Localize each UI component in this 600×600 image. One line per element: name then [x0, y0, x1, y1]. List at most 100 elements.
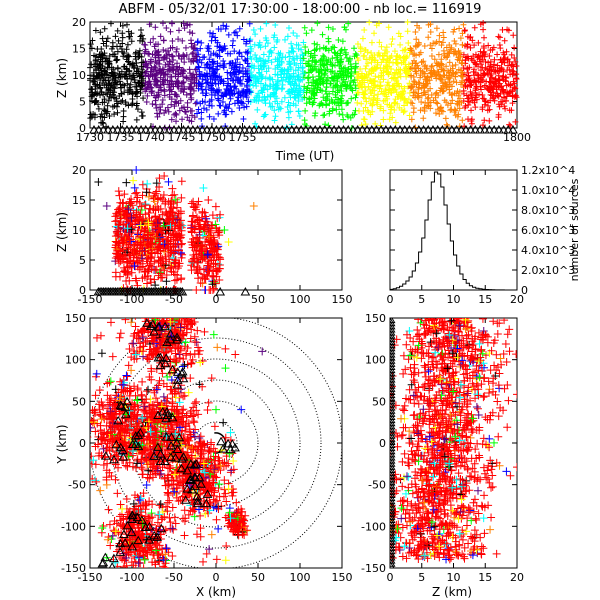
source-mark	[151, 43, 158, 50]
source-mark	[503, 48, 510, 55]
source-mark	[251, 96, 258, 103]
source-mark	[160, 76, 167, 83]
source-mark	[239, 64, 246, 71]
source-mark	[125, 102, 132, 109]
source-mark	[268, 59, 275, 66]
source-mark	[494, 51, 501, 58]
source-mark	[104, 35, 111, 42]
source-mark	[341, 46, 348, 53]
source-mark	[320, 112, 327, 119]
source-mark	[369, 54, 376, 61]
source-mark	[428, 52, 435, 59]
source-mark	[286, 58, 293, 65]
x-tick-label: 1750	[198, 131, 226, 144]
source-mark	[397, 73, 404, 80]
source-mark	[89, 92, 96, 99]
source-mark	[373, 22, 380, 29]
source-mark	[204, 398, 213, 407]
source-mark	[138, 109, 145, 116]
source-mark	[491, 97, 498, 104]
source-mark	[207, 29, 214, 36]
source-mark	[199, 184, 208, 192]
source-mark	[286, 53, 293, 60]
source-mark	[432, 110, 439, 117]
source-mark	[322, 88, 329, 95]
source-mark	[310, 54, 317, 61]
source-mark	[172, 98, 179, 105]
source-mark	[486, 67, 493, 74]
source-mark	[171, 306, 179, 314]
y-tick-label: -100	[61, 520, 86, 533]
source-mark	[190, 399, 199, 408]
source-mark	[272, 113, 279, 120]
source-mark	[472, 104, 479, 111]
source-mark	[128, 38, 135, 45]
source-mark	[206, 56, 213, 63]
source-mark	[215, 97, 222, 104]
source-mark	[285, 99, 292, 106]
source-mark	[120, 113, 127, 120]
source-mark	[323, 101, 330, 108]
source-mark	[193, 294, 201, 302]
source-mark	[113, 43, 120, 50]
source-mark	[418, 92, 425, 99]
source-mark	[184, 114, 191, 121]
source-mark	[175, 69, 182, 76]
source-mark	[338, 82, 345, 89]
source-mark	[278, 58, 285, 65]
source-mark	[117, 84, 124, 91]
source-mark	[490, 44, 497, 51]
source-mark	[447, 107, 454, 114]
source-mark	[194, 410, 203, 419]
source-mark	[252, 31, 259, 38]
source-mark	[221, 61, 228, 68]
source-mark	[324, 77, 331, 84]
source-mark	[411, 79, 418, 86]
source-mark	[445, 76, 452, 83]
figure-title: ABFM - 05/32/01 17:30:00 - 18:00:00 - nb…	[119, 2, 482, 17]
source-mark	[197, 45, 204, 52]
source-mark	[137, 390, 146, 399]
source-mark	[102, 480, 111, 489]
source-mark	[336, 110, 343, 117]
source-mark	[189, 51, 196, 58]
source-mark	[282, 36, 289, 43]
source-mark	[252, 120, 259, 127]
source-mark	[300, 55, 307, 62]
source-mark	[249, 202, 258, 210]
source-mark	[141, 50, 148, 57]
source-mark	[378, 43, 385, 50]
source-mark	[468, 120, 475, 127]
source-mark	[452, 61, 459, 68]
source-mark	[271, 44, 278, 51]
source-mark	[152, 97, 159, 104]
source-mark	[216, 47, 223, 54]
source-mark	[271, 107, 278, 114]
source-mark	[422, 99, 429, 106]
x-tick-label: 150	[332, 293, 353, 306]
source-mark	[211, 76, 218, 83]
source-mark	[200, 327, 209, 336]
source-mark	[142, 41, 149, 48]
source-mark	[338, 106, 345, 113]
source-mark	[97, 85, 104, 92]
source-mark	[134, 65, 141, 72]
source-mark	[359, 35, 366, 42]
source-mark	[456, 50, 463, 57]
source-mark	[109, 39, 116, 46]
source-mark	[363, 56, 370, 63]
source-mark	[87, 64, 94, 71]
source-mark	[203, 70, 210, 77]
source-mark	[172, 70, 179, 77]
source-mark	[212, 66, 219, 73]
source-mark	[193, 99, 200, 106]
source-mark	[132, 166, 141, 174]
x-tick-label: 5	[418, 293, 425, 306]
source-mark	[186, 277, 194, 285]
source-mark	[490, 89, 497, 96]
source-mark	[194, 110, 201, 117]
source-mark	[143, 308, 151, 316]
source-mark	[166, 93, 173, 100]
source-mark	[471, 66, 478, 73]
source-mark	[250, 26, 257, 33]
